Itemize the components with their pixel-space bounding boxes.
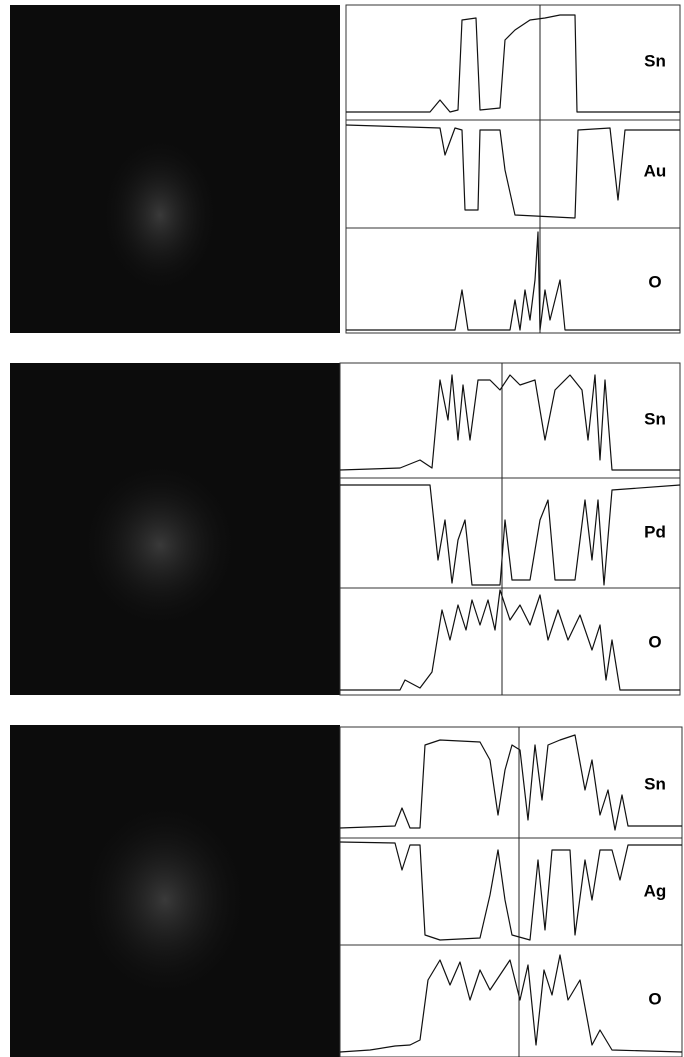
element-label: Au <box>644 161 667 180</box>
element-label: Sn <box>644 409 666 428</box>
panel: Sn Au O <box>10 4 681 334</box>
trace <box>346 14 680 113</box>
element-label: Sn <box>644 51 666 70</box>
element-label: O <box>648 632 661 651</box>
particle <box>80 460 240 630</box>
profile-frame <box>339 726 683 1057</box>
trace <box>340 484 681 586</box>
particle <box>80 800 250 1000</box>
particle <box>100 135 220 295</box>
trace <box>339 374 680 471</box>
trace <box>339 734 682 831</box>
trace <box>345 124 680 219</box>
profile-frame <box>345 4 681 334</box>
element-label: Ag <box>644 881 667 900</box>
profile-frame <box>339 362 681 696</box>
element-label: O <box>648 989 661 1008</box>
trace <box>340 589 680 691</box>
panel: Sn Pd O <box>10 362 681 696</box>
trace <box>339 954 683 1053</box>
panel: Sn Ag O <box>10 725 683 1057</box>
element-label: Pd <box>644 522 666 541</box>
element-label: O <box>648 272 661 291</box>
trace <box>346 231 680 331</box>
element-label: Sn <box>644 774 666 793</box>
trace <box>339 841 682 941</box>
